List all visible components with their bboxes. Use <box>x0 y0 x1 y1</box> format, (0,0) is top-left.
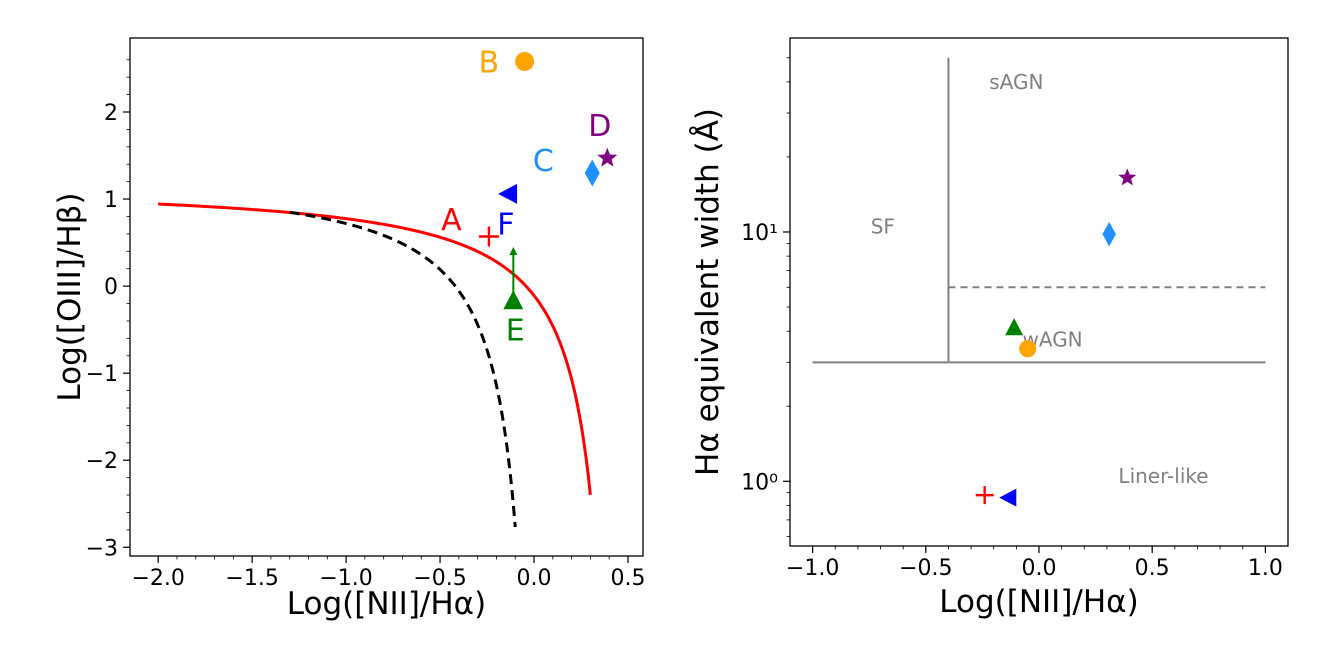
marker-F <box>999 488 1017 507</box>
whan-plot-frame <box>789 37 1289 547</box>
marker-B <box>515 52 535 72</box>
bpt-y-axis-title: Log([OIII]/Hβ) <box>52 192 88 401</box>
marker-D <box>1118 168 1137 186</box>
marker-B <box>1019 340 1037 358</box>
label-F: F <box>497 207 514 242</box>
whan-y-axis-title: Hα equivalent width (Å) <box>690 108 726 476</box>
whan-x-tick-label: 0.0 <box>1022 556 1057 581</box>
bpt-y-tick-label: 2 <box>104 101 118 126</box>
whan-x-tick-label: −0.5 <box>899 556 952 581</box>
label-C: C <box>533 144 554 179</box>
marker-C <box>584 159 600 187</box>
whan-x-tick-label: 1.0 <box>1248 556 1283 581</box>
kauffmann-curve <box>289 210 517 528</box>
label-B: B <box>479 46 500 81</box>
marker-A <box>975 486 994 505</box>
marker-E <box>1005 318 1024 336</box>
bpt-x-tick-label: 0.0 <box>517 566 552 591</box>
label-A: A <box>441 203 462 238</box>
bpt-x-axis-title: Log([NII]/Hα) <box>287 586 486 622</box>
bpt-y-tick-label: −3 <box>86 536 118 561</box>
upper-limit-arrowhead <box>509 246 518 255</box>
bpt-x-tick-label: −1.5 <box>225 566 278 591</box>
region-label-liner-like: Liner-like <box>1118 464 1208 488</box>
label-D: D <box>588 109 611 144</box>
region-label-sagn: sAGN <box>989 70 1043 94</box>
whan-x-axis-title: Log([NII]/Hα) <box>939 584 1138 620</box>
marker-D <box>597 147 618 167</box>
bpt-y-tick-label: 0 <box>104 275 118 300</box>
region-label-sf: SF <box>871 215 895 239</box>
bpt-panel: A B CD E F −2.0 −1.5 −1.0 −0.5 0.0 0.5 −3 −2 −1 0 1 2 L… <box>52 37 645 622</box>
bpt-y-tick-label: 1 <box>104 188 118 213</box>
kewley-curve <box>158 202 592 496</box>
marker-C <box>1102 222 1116 247</box>
bpt-y-tick-label: −2 <box>86 449 118 474</box>
whan-x-tick-label: 0.5 <box>1135 556 1170 581</box>
whan-x-tick-label: −1.0 <box>786 556 839 581</box>
bpt-x-tick-label: −1.0 <box>319 566 372 591</box>
bpt-x-tick-label: −2.0 <box>131 566 184 591</box>
marker-A <box>478 226 499 247</box>
marker-E <box>503 290 524 310</box>
bpt-x-tick-label: 0.5 <box>610 566 645 591</box>
whan-y-tick-label: 10¹ <box>741 221 778 246</box>
whan-y-tick-label: 10⁰ <box>741 470 778 495</box>
label-E: E <box>506 314 525 349</box>
marker-F <box>498 183 518 204</box>
bpt-plot-frame <box>129 37 644 557</box>
bpt-x-tick-label: −0.5 <box>413 566 466 591</box>
bpt-y-tick-label: −1 <box>86 362 118 387</box>
